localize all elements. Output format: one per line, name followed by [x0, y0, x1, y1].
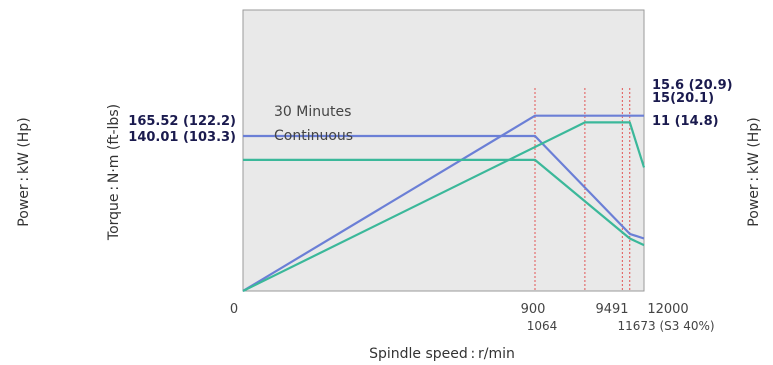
torque-line-continuous — [243, 158, 645, 247]
torque-line-30min — [243, 134, 645, 240]
left-axis-title: Torque : N·m (ft-lbs) — [106, 104, 122, 241]
x-tick-11673: 11673 (S3 40%) — [617, 319, 714, 333]
x-tick-9491: 9491 — [595, 302, 628, 317]
curves — [242, 114, 646, 292]
x-tick-900: 900 — [521, 302, 546, 317]
x-tick-0: 0 — [230, 302, 238, 317]
plot-area — [242, 9, 645, 292]
far-left-axis-title: Power : kW (Hp) — [16, 117, 32, 226]
right-axis-title: Power : kW (Hp) — [746, 117, 762, 226]
power-label-30min: 15.6 (20.9) — [652, 78, 733, 93]
torque-label-30min: 165.52 (122.2) — [128, 114, 236, 129]
x-tick-12000: 12000 — [647, 302, 688, 317]
x-tick-1064: 1064 — [527, 319, 558, 333]
series-label-30min: 30 Minutes — [274, 104, 351, 120]
power-label-continuous: 15(20.1) — [652, 91, 714, 106]
power-label-continuous-end: 11 (14.8) — [652, 114, 719, 129]
torque-label-continuous: 140.01 (103.3) — [128, 130, 236, 145]
power-line-30min — [242, 114, 644, 292]
x-axis-title: Spindle speed : r/min — [369, 346, 515, 362]
series-label-continuous: Continuous — [274, 128, 353, 144]
power-line-continuous — [242, 121, 646, 292]
